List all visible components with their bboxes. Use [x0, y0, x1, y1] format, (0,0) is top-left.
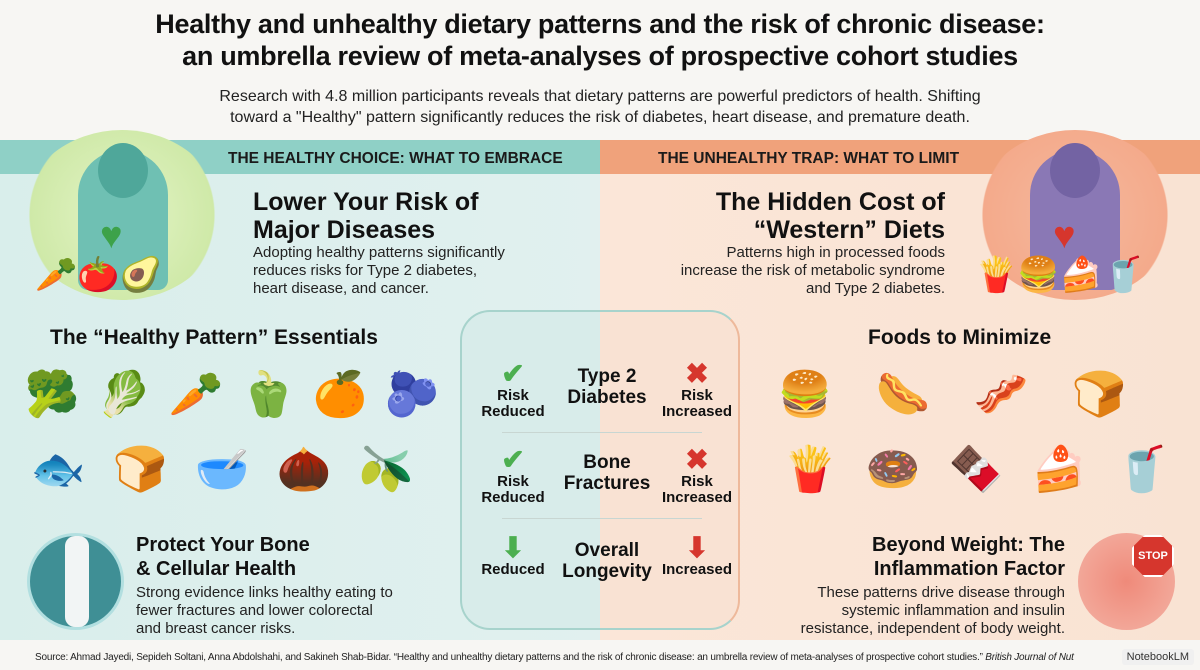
unhealthy-head-icon	[1050, 143, 1100, 198]
unhealthy-hero-body: Patterns high in processed foods increas…	[680, 244, 945, 297]
arrow-down-icon: ⬇	[685, 532, 709, 563]
vegetables-icon: 🥕🍅🥑	[35, 256, 163, 294]
comparison-row-longevity: ⬇ Reduced Overall Longevity ⬇ Increased	[462, 526, 742, 606]
cross-icon: ✖	[685, 444, 709, 475]
stop-sign-icon: STOP	[1132, 535, 1174, 577]
berries-icon: 🫐	[384, 370, 440, 419]
comparison-row-fractures: ✔ Risk Reduced Bone Fractures ✖ Risk Increase…	[462, 438, 742, 518]
salmon-icon: 🐟	[30, 445, 86, 494]
white-bread-icon: 🍞	[1071, 370, 1127, 419]
burger-icon: 🍔	[777, 370, 833, 419]
comparison-panel: ✔ Risk Reduced Type 2 Diabetes ✖ Risk Increas…	[460, 310, 740, 630]
hot-dog-icon: 🌭	[875, 370, 931, 419]
spinach-icon: 🥬	[96, 370, 152, 419]
healthy-foods-row1: 🥦 🥬 🥕 🫑 🍊 🫐	[22, 365, 446, 425]
inflammation-title: Beyond Weight: The Inflammation Factor	[872, 534, 1065, 580]
unhealthy-foods-row1: 🍔 🌭 🥓 🍞	[775, 365, 1159, 425]
bone-joint-icon	[27, 533, 124, 630]
orange-icon: 🍊	[312, 370, 368, 419]
bacon-icon: 🥓	[973, 370, 1029, 419]
minimize-title: Foods to Minimize	[868, 326, 1052, 349]
cross-icon: ✖	[685, 358, 709, 389]
unhealthy-foods-row2: 🍟 🍩 🍫 🍰 🥤	[780, 440, 1187, 500]
cake-icon: 🍰	[1031, 445, 1087, 494]
healthy-hero-title: Lower Your Risk of Major Diseases	[253, 188, 479, 244]
page-subtitle: Research with 4.8 million participants r…	[219, 88, 981, 126]
unhealthy-heart-icon: ♥	[1053, 215, 1076, 257]
fries-icon: 🍟	[782, 445, 838, 494]
chocolate-icon: 🍫	[948, 445, 1004, 494]
check-icon: ✔	[501, 444, 525, 475]
essentials-title: The “Healthy Pattern” Essentials	[50, 326, 378, 349]
carrot-icon: 🥕	[168, 370, 224, 419]
junk-food-icon: 🍟🍔🍰🥤	[975, 256, 1145, 294]
page-title: Healthy and unhealthy dietary patterns a…	[155, 9, 1045, 71]
check-icon: ✔	[501, 358, 525, 389]
broccoli-icon: 🥦	[24, 370, 80, 419]
olive-oil-icon: 🫒	[358, 445, 414, 494]
source-citation: Source: Ahmad Jayedi, Sepideh Soltani, A…	[35, 652, 1074, 663]
donut-icon: 🍩	[865, 445, 921, 494]
healthy-hero-body: Adopting healthy patterns significantly …	[253, 244, 505, 297]
healthy-band-label: THE HEALTHY CHOICE: WHAT TO EMBRACE	[228, 150, 563, 167]
comparison-row-diabetes: ✔ Risk Reduced Type 2 Diabetes ✖ Risk Increas…	[462, 352, 742, 432]
unhealthy-hero-title: The Hidden Cost of “Western” Diets	[715, 188, 945, 244]
nuts-icon: 🌰	[276, 445, 332, 494]
whole-grain-bread-icon: 🍞	[112, 445, 168, 494]
bone-body: Strong evidence links healthy eating to …	[136, 584, 393, 637]
inflammation-body: These patterns drive disease through sys…	[800, 584, 1065, 637]
unhealthy-band-label: THE UNHEALTHY TRAP: WHAT TO LIMIT	[658, 150, 960, 167]
divider	[502, 518, 702, 519]
notebooklm-badge: NotebookLM	[1121, 649, 1194, 665]
healthy-head-icon	[98, 143, 148, 198]
healthy-foods-row2: 🐟 🍞 🥣 🌰 🫒	[28, 440, 430, 500]
legumes-icon: 🥣	[194, 445, 250, 494]
red-pepper-icon: 🫑	[240, 370, 296, 419]
healthy-heart-icon: ♥	[100, 215, 123, 257]
bone-title: Protect Your Bone & Cellular Health	[136, 534, 310, 580]
divider	[502, 432, 702, 433]
arrow-down-icon: ⬇	[501, 532, 525, 563]
soda-icon: 🥤	[1114, 445, 1170, 494]
